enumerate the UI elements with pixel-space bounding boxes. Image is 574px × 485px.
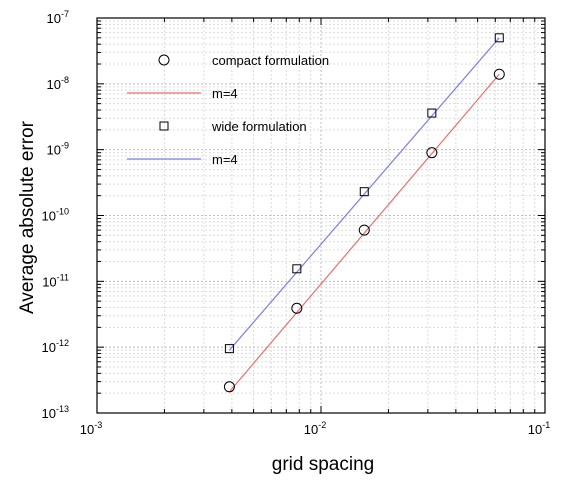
circle-point xyxy=(426,147,438,159)
legend-label: m=4 xyxy=(212,152,238,167)
y-tick-label: 10-8 xyxy=(47,75,69,92)
y-tick-label-exponent: -7 xyxy=(61,9,69,19)
square-point xyxy=(359,187,369,197)
legend-item-3: m=4 xyxy=(127,152,238,167)
x-tick-label: 10-3 xyxy=(80,420,102,437)
square-point xyxy=(292,264,302,274)
legend-label: m=4 xyxy=(212,86,238,101)
legend: compact formulation m=4 wide formulation m=… xyxy=(127,53,329,167)
legend-square-marker xyxy=(159,121,169,131)
legend-item-0: compact formulation xyxy=(158,53,329,68)
y-tick-label-exponent: -12 xyxy=(56,338,69,348)
y-tick-label-exponent: -8 xyxy=(61,75,69,85)
x-tick-label: 10-2 xyxy=(304,420,326,437)
x-tick-label-base: 10 xyxy=(80,422,94,437)
y-axis-title: Average absolute error xyxy=(17,120,38,314)
y-tick-label-base: 10 xyxy=(47,11,61,26)
x-tick-label-base: 10 xyxy=(304,422,318,437)
series-line-3 xyxy=(228,37,500,351)
y-tick-label: 10-7 xyxy=(47,9,69,26)
legend-circle-marker xyxy=(158,54,170,66)
y-tick-label: 10-13 xyxy=(42,404,69,421)
y-tick-label: 10-12 xyxy=(42,338,69,355)
y-tick-label-base: 10 xyxy=(42,274,56,289)
square-point xyxy=(224,344,234,354)
circle-point xyxy=(291,302,303,314)
legend-label: wide formulation xyxy=(211,119,307,134)
y-tick-label: 10-10 xyxy=(42,207,69,224)
y-tick-label-exponent: -10 xyxy=(56,207,69,217)
circle-point xyxy=(493,68,505,80)
y-tick-label-exponent: -9 xyxy=(61,141,69,151)
circle-point xyxy=(223,381,235,393)
legend-item-1: m=4 xyxy=(127,86,238,101)
series-line-1 xyxy=(228,73,500,393)
x-axis-title: grid spacing xyxy=(272,454,374,475)
axis-ticks: 10-3 10-2 10-110-1310-1210-1110-1010-910-8… xyxy=(42,9,551,437)
x-tick-label-base: 10 xyxy=(528,422,542,437)
y-tick-label-base: 10 xyxy=(42,209,56,224)
x-tick-label-exponent: -3 xyxy=(94,420,102,430)
y-tick-label: 10-9 xyxy=(47,141,69,158)
y-tick-label-base: 10 xyxy=(47,77,61,92)
y-tick-label-exponent: -13 xyxy=(56,404,69,414)
grid xyxy=(97,18,545,413)
y-tick-label-base: 10 xyxy=(47,143,61,158)
square-point xyxy=(494,33,504,43)
square-point xyxy=(427,108,437,118)
y-tick-label-base: 10 xyxy=(42,406,56,421)
x-tick-label-exponent: -1 xyxy=(542,420,550,430)
legend-item-2: wide formulation xyxy=(159,119,307,134)
y-tick-label-base: 10 xyxy=(42,340,56,355)
legend-label: compact formulation xyxy=(212,53,329,68)
circle-point xyxy=(358,224,370,236)
plot-series xyxy=(223,33,505,393)
x-tick-label: 10-1 xyxy=(528,420,550,437)
x-tick-label-exponent: -2 xyxy=(318,420,326,430)
y-tick-label: 10-11 xyxy=(42,272,69,289)
y-tick-label-exponent: -11 xyxy=(57,272,69,282)
